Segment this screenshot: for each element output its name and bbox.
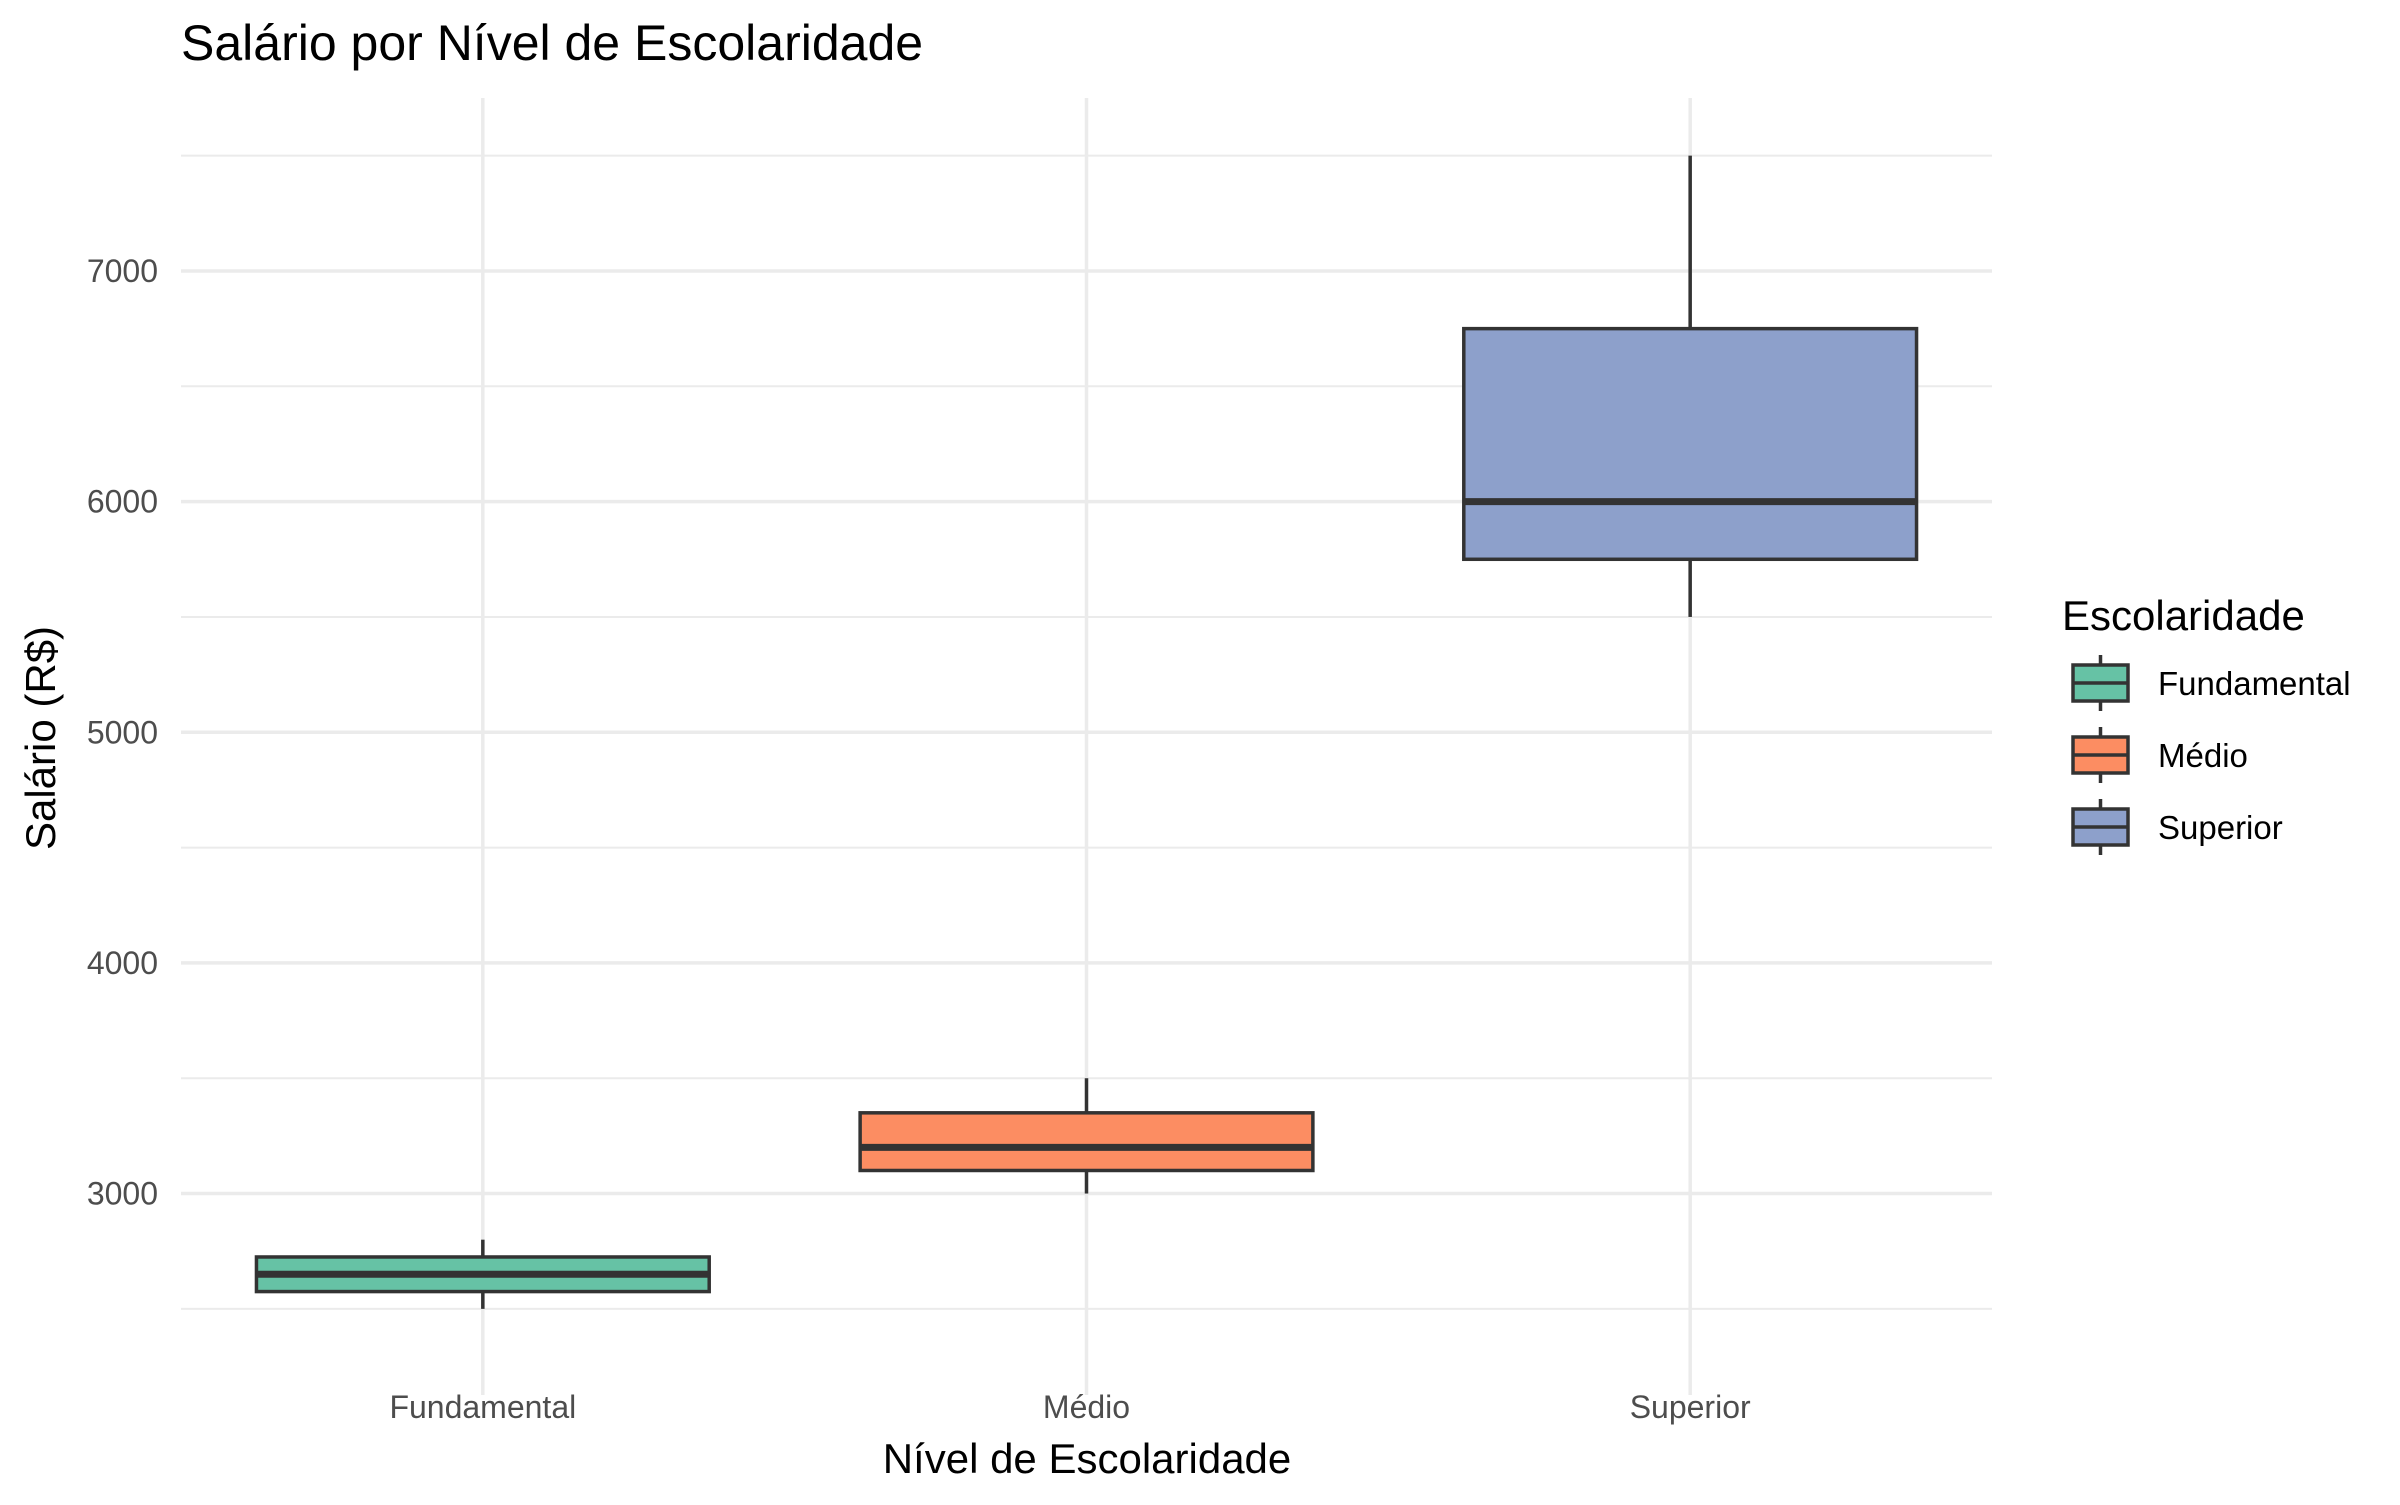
x-tick-label: Superior — [1630, 1389, 1751, 1425]
legend-items: Fundamental Médio Superior — [2071, 655, 2351, 855]
x-tick-label: Médio — [1043, 1389, 1130, 1425]
box-fundamental — [254, 1239, 711, 1309]
legend-item: Fundamental — [2071, 655, 2351, 711]
legend: Escolaridade Fundamental Médio Superior — [2062, 592, 2351, 855]
x-tick-labels: Fundamental Médio Superior — [389, 1389, 1751, 1425]
legend-label: Fundamental — [2158, 665, 2351, 702]
y-tick-label: 7000 — [87, 253, 158, 289]
y-tick-label: 3000 — [87, 1176, 158, 1212]
box-superior — [1462, 155, 1919, 617]
y-tick-label: 6000 — [87, 484, 158, 520]
grid-layer — [181, 98, 1992, 1395]
box-body — [1462, 326, 1919, 562]
legend-label: Médio — [2158, 737, 2248, 774]
legend-label: Superior — [2158, 809, 2283, 846]
chart-title: Salário por Nível de Escolaridade — [181, 15, 923, 71]
y-tick-label: 4000 — [87, 945, 158, 981]
legend-title: Escolaridade — [2062, 592, 2305, 639]
x-tick-label: Fundamental — [389, 1389, 576, 1425]
x-axis-title: Nível de Escolaridade — [883, 1435, 1292, 1482]
box-medio — [858, 1078, 1315, 1194]
y-tick-labels: 3000 4000 5000 6000 7000 — [87, 253, 158, 1212]
legend-item: Superior — [2071, 799, 2283, 855]
box-layer — [254, 155, 1919, 1309]
y-tick-label: 5000 — [87, 714, 158, 750]
legend-item: Médio — [2071, 727, 2248, 783]
y-axis-title: Salário (R$) — [17, 626, 64, 850]
box-body — [858, 1111, 1315, 1173]
